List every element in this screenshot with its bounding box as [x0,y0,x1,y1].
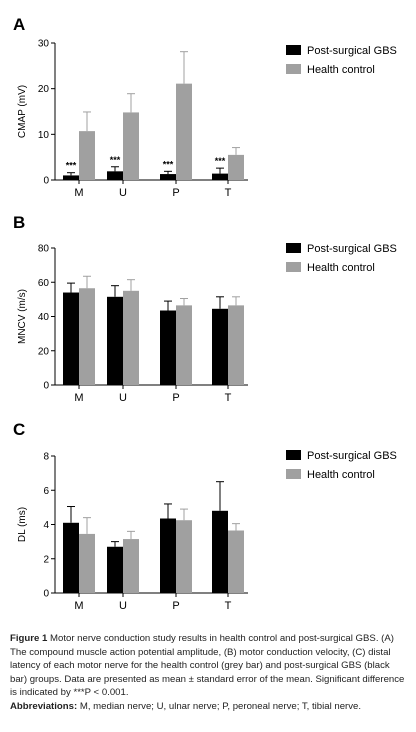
y-tick-label: 8 [43,452,49,463]
bar-post-surgical-gbs [212,308,228,385]
bar-post-surgical-gbs [212,510,228,593]
bar-health-control [79,533,95,593]
y-tick-label: 0 [43,176,49,187]
significance-annotation: *** [163,159,174,169]
y-tick-label: 6 [43,486,49,497]
significance-annotation: *** [110,155,121,165]
bar-post-surgical-gbs [212,173,228,180]
legend-label: Health control [307,64,375,76]
figure-caption: Figure 1 Motor nerve conduction study re… [10,632,408,714]
x-tick-label: T [225,392,232,404]
x-tick-label: T [225,187,232,199]
caption-text: Motor nerve conduction study results in … [10,633,405,699]
bar-health-control [123,290,139,385]
bar-post-surgical-gbs [107,296,123,385]
y-tick-label: 30 [38,39,50,50]
bar-health-control [228,530,244,593]
legend-label: Post-surgical GBS [307,450,397,462]
chart-panel-a: A CMAP (mV) 0 10 20 30 M *** U *** P *** T *** Post-su… [13,15,397,199]
bar-post-surgical-gbs [63,175,79,180]
legend-swatch [286,64,301,74]
legend-label: Health control [307,262,375,274]
bar-health-control [228,154,244,180]
y-tick-label: 60 [38,278,50,289]
legend-swatch [286,262,301,272]
x-tick-label: U [119,600,127,612]
bar-health-control [176,305,192,385]
y-tick-label: 2 [43,554,49,565]
x-tick-label: P [172,392,179,404]
abbreviations-text: M, median nerve; U, ulnar nerve; P, pero… [77,700,362,712]
bar-post-surgical-gbs [63,292,79,385]
bar-post-surgical-gbs [107,171,123,180]
x-tick-label: P [172,600,179,612]
bar-post-surgical-gbs [160,310,176,385]
y-tick-label: 10 [38,130,50,141]
x-tick-label: P [172,187,179,199]
legend-swatch [286,469,301,479]
bar-health-control [79,288,95,385]
bar-health-control [176,520,192,593]
bar-post-surgical-gbs [160,174,176,180]
significance-annotation: *** [215,156,226,166]
significance-annotation: *** [66,161,77,171]
legend-label: Post-surgical GBS [307,45,397,57]
abbreviations-label: Abbreviations: [10,700,78,712]
y-tick-label: 80 [38,244,50,255]
bar-post-surgical-gbs [63,522,79,593]
y-tick-label: 0 [43,381,49,392]
chart-panel-b: B MNCV (m/s) 0 20 40 60 80 M U P T Post-surgical GB… [13,213,397,404]
y-axis-label: CMAP (mV) [17,85,28,138]
legend-swatch [286,45,301,55]
bar-health-control [176,83,192,180]
caption-label: Figure 1 [10,633,48,644]
x-tick-label: M [74,392,83,404]
legend-label: Health control [307,469,375,481]
bar-health-control [79,131,95,180]
legend-swatch [286,450,301,460]
y-tick-label: 0 [43,589,49,600]
bar-health-control [123,112,139,180]
y-tick-label: 20 [38,346,50,357]
y-tick-label: 4 [43,520,49,531]
legend-swatch [286,243,301,253]
x-tick-label: M [74,600,83,612]
x-tick-label: U [119,392,127,404]
x-tick-label: U [119,187,127,199]
chart-panel-c: C DL (ms) 0 2 4 6 8 M U P T Post-surgical GBS Health… [13,420,397,612]
legend-label: Post-surgical GBS [307,243,397,255]
bar-health-control [228,305,244,385]
x-tick-label: M [74,187,83,199]
panel-label: A [13,15,25,34]
y-axis-label: MNCV (m/s) [17,289,28,344]
bar-post-surgical-gbs [160,518,176,593]
panel-label: B [13,213,25,232]
y-tick-label: 40 [38,312,50,323]
panel-label: C [13,420,25,439]
y-axis-label: DL (ms) [17,507,28,542]
bar-health-control [123,539,139,593]
bar-post-surgical-gbs [107,546,123,593]
y-tick-label: 20 [38,84,50,95]
x-tick-label: T [225,600,232,612]
